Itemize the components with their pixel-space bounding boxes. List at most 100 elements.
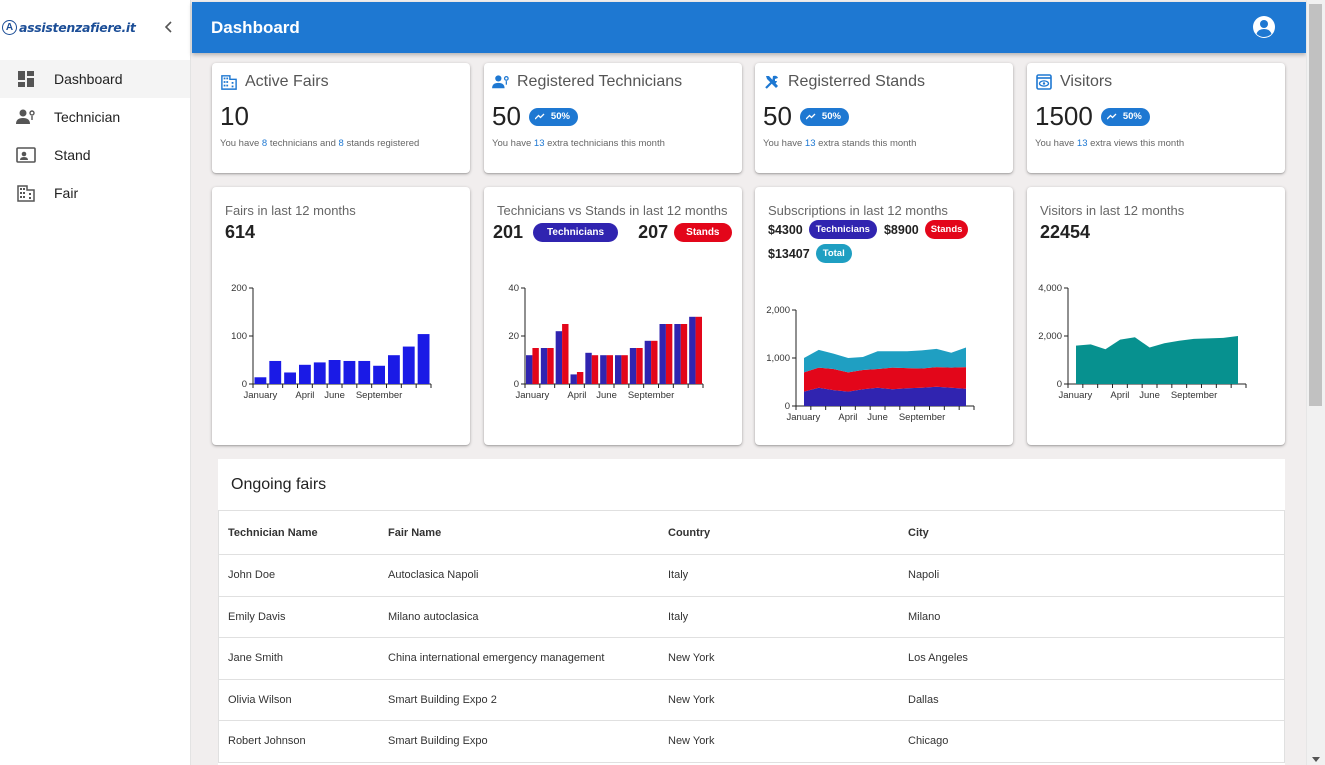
x-tick-label: June — [1139, 390, 1160, 401]
bar-july — [343, 360, 356, 384]
fair-name-cell: Smart Building Expo 2 — [388, 693, 497, 706]
logo[interactable]: A assistenzafiere.it — [0, 0, 190, 55]
stat-title: Active Fairs — [245, 73, 329, 90]
y-tick-label: 0 — [785, 401, 790, 412]
bar-technicians-october — [659, 324, 666, 384]
collapse-sidebar-button[interactable] — [160, 18, 178, 36]
ongoing-fairs-card: Ongoing fairs Technician Name Fair Name … — [218, 459, 1285, 765]
bar-november — [402, 346, 415, 384]
bar-april — [299, 364, 311, 384]
chart-card-visitors: Visitors in last 12 months 22454 0 2,000 4… — [1027, 187, 1285, 445]
bar-september — [373, 365, 385, 384]
y-tick-label: 2,000 — [766, 305, 790, 316]
city-cell: Dallas — [908, 693, 939, 706]
y-tick-label: 100 — [231, 331, 247, 342]
fairs-bar-chart: 0 100 200 January April June September — [231, 283, 432, 401]
y-tick-label: 0 — [514, 379, 519, 390]
sidebar: A assistenzafiere.it Dashboard Technicia… — [0, 0, 191, 765]
scroll-down-arrow[interactable] — [1311, 755, 1321, 763]
chart-title: Fairs in last 12 months — [225, 203, 356, 218]
bar-stands-september — [651, 340, 658, 384]
bar-technicians-april — [570, 374, 577, 384]
fair-icon — [16, 183, 36, 203]
x-tick-label: April — [567, 390, 586, 401]
ongoing-fairs-table: Technician Name Fair Name Country City J… — [218, 510, 1285, 763]
technicians-vs-stands-bar-chart: 0 20 40 January April June September — [508, 283, 704, 401]
x-tick-label: September — [1171, 390, 1217, 401]
x-tick-label: April — [295, 390, 314, 401]
technician-icon — [16, 107, 36, 127]
x-tick-label: September — [899, 412, 945, 423]
y-tick-label: 2,000 — [1038, 331, 1062, 342]
column-header[interactable]: City — [908, 526, 929, 539]
page-scrollbar[interactable] — [1306, 0, 1325, 765]
technician-name-cell: Olivia Wilson — [228, 693, 292, 706]
bar-stands-march — [562, 324, 569, 384]
x-tick-label: April — [838, 412, 857, 423]
column-header[interactable]: Technician Name — [228, 526, 318, 539]
subscriptions-area-chart: 0 1,000 2,000 January April June September — [766, 305, 975, 423]
bar-june — [328, 360, 341, 384]
total-amount: $13407 — [768, 246, 810, 261]
sidebar-item-technician[interactable]: Technician — [0, 98, 190, 136]
bar-stands-november — [680, 324, 688, 384]
stat-card-registered-technicians: Registered Technicians 50 50% You have 1… — [484, 63, 742, 173]
x-tick-label: September — [356, 390, 402, 401]
city-cell: Chicago — [908, 735, 949, 748]
table-title: Ongoing fairs — [231, 476, 327, 493]
fair-name-cell: Smart Building Expo — [388, 735, 488, 748]
chart-title: Technicians vs Stands in last 12 months — [497, 203, 728, 218]
stat-title: Registered Technicians — [517, 73, 683, 90]
stat-title: Visitors — [1060, 73, 1113, 90]
bar-october — [388, 355, 400, 384]
dashboard-icon — [16, 69, 36, 89]
sidebar-item-fair[interactable]: Fair — [0, 174, 190, 212]
city-cell: Los Angeles — [908, 652, 968, 665]
fair-name-cell: China international emergency management — [388, 652, 605, 665]
stat-value: 50 — [763, 101, 792, 131]
trend-badge: 50% — [1100, 107, 1150, 126]
column-header[interactable]: Fair Name — [388, 526, 442, 539]
x-tick-label: September — [628, 390, 674, 401]
table-row[interactable]: Emily Davis Milano autoclasica Italy Mil… — [219, 597, 1284, 638]
bar-stands-october — [665, 324, 673, 384]
scrollbar-thumb[interactable] — [1309, 4, 1322, 406]
bar-stands-december — [695, 316, 702, 384]
bar-february — [269, 360, 282, 384]
bar-technicians-february — [540, 348, 548, 384]
table-row[interactable]: Robert Johnson Smart Building Expo New Y… — [219, 721, 1284, 763]
logo-mark: A — [2, 20, 17, 35]
country-cell: New York — [668, 693, 715, 706]
trending-up-icon — [534, 113, 545, 120]
table-row[interactable]: John Doe Autoclasica Napoli Italy Napoli — [219, 555, 1284, 597]
logo-text: assistenzafiere.it — [19, 20, 136, 35]
technician-name-cell: John Doe — [228, 569, 276, 582]
bar-august — [358, 360, 371, 384]
stat-card-visitors: Visitors 1500 50% You have 13 extra view… — [1027, 63, 1285, 173]
bar-stands-february — [547, 348, 554, 384]
sidebar-item-label: Stand — [54, 147, 91, 163]
y-tick-label: 1,000 — [766, 353, 790, 364]
sidebar-item-dashboard[interactable]: Dashboard — [0, 60, 190, 98]
stands-amount: $8900 — [883, 222, 919, 237]
bar-stands-august — [636, 348, 643, 384]
stands-total: 207 — [638, 222, 669, 242]
x-tick-label: June — [867, 412, 888, 423]
table-row[interactable]: Olivia Wilson Smart Building Expo 2 New … — [219, 680, 1284, 721]
column-header[interactable]: Country — [668, 526, 711, 539]
stands-badge: Stands — [674, 223, 732, 242]
x-tick-label: January — [787, 412, 821, 423]
area-total — [804, 347, 966, 373]
chart-card-technicians-vs-stands: Technicians vs Stands in last 12 months … — [484, 187, 742, 445]
table-row[interactable]: Jane Smith China international emergency… — [219, 638, 1284, 680]
sidebar-item-stand[interactable]: Stand — [0, 136, 190, 174]
area-visitors — [1076, 336, 1238, 384]
technician-name-cell: Jane Smith — [228, 652, 284, 665]
stat-value: 50 — [492, 101, 521, 131]
bar-january — [254, 377, 267, 384]
account-button[interactable] — [1252, 15, 1276, 39]
bar-technicians-may — [585, 352, 592, 384]
bar-december — [417, 334, 430, 384]
sidebar-item-label: Dashboard — [54, 71, 123, 87]
bar-technicians-september — [644, 340, 652, 384]
